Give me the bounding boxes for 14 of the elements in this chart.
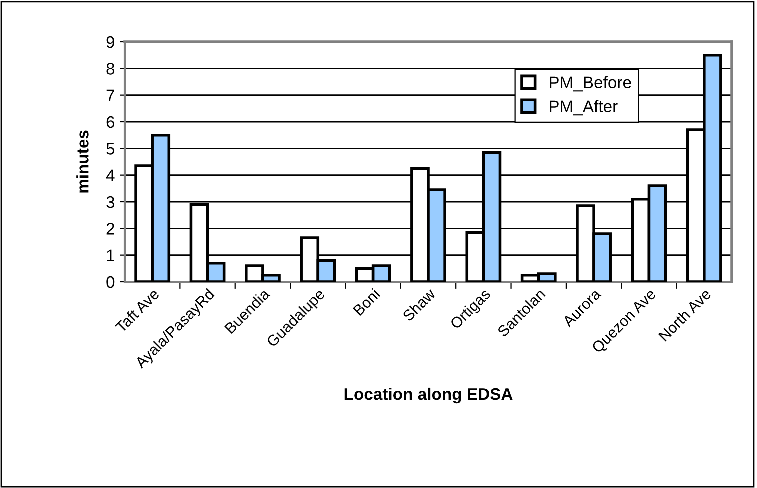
y-axis-title: minutes <box>76 130 89 193</box>
y-tick-label: 1 <box>107 250 114 262</box>
y-tick-label: 6 <box>106 116 115 128</box>
y-tick-label: 0 <box>106 276 115 288</box>
y-tick-label: 5 <box>106 143 115 155</box>
legend-label: PM_After <box>550 100 618 116</box>
y-tick-label: 8 <box>106 63 115 75</box>
y-tick-label: 3 <box>106 196 115 208</box>
y-tick-label: 4 <box>106 170 115 182</box>
y-tick-label: 2 <box>106 223 114 235</box>
x-axis-title: Location along EDSA <box>344 388 513 404</box>
y-tick-label: 7 <box>106 90 114 102</box>
y-tick-label: 9 <box>106 36 114 48</box>
legend-label: PM_Before <box>550 76 632 92</box>
